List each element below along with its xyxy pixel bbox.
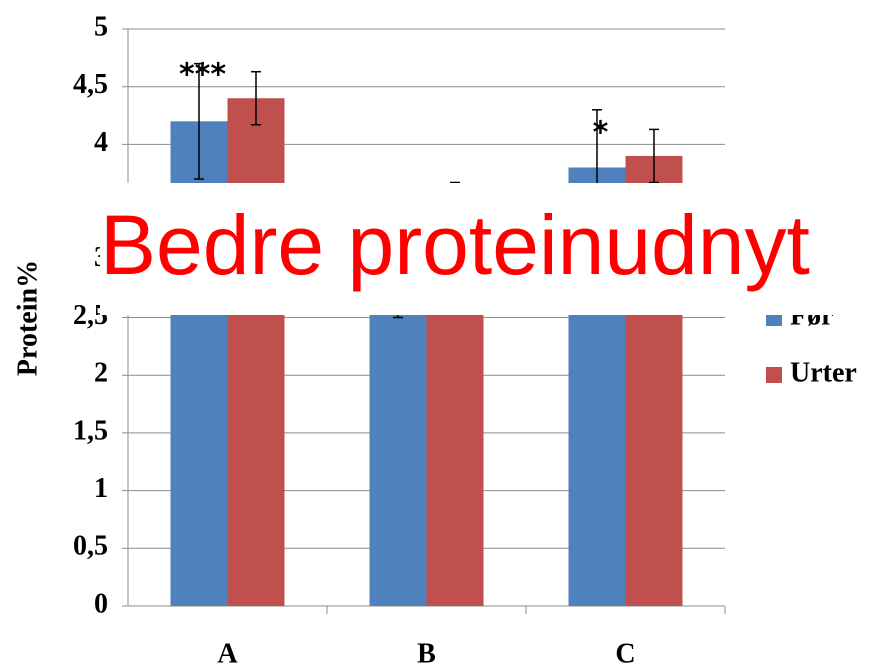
x-tick-label: C — [615, 638, 635, 669]
significance-label: * — [593, 115, 609, 150]
overlay-band — [100, 183, 879, 315]
legend-label: Urter — [790, 357, 857, 388]
significance-label: *** — [179, 58, 226, 93]
y-tick-label: 5 — [94, 11, 108, 42]
y-axis-label: Protein% — [12, 260, 43, 376]
y-tick-label: 0,5 — [73, 531, 108, 562]
y-tick-label: 1 — [94, 473, 108, 504]
x-tick-label: B — [417, 638, 436, 669]
bar — [227, 98, 285, 607]
y-tick-label: 4 — [94, 127, 108, 158]
overlay-text: Bedre proteinudnyt — [100, 198, 810, 292]
y-tick-label: 2 — [94, 358, 108, 389]
x-tick-label: A — [217, 638, 238, 669]
y-tick-label: 0 — [94, 588, 108, 619]
y-tick-label: 1,5 — [73, 415, 108, 446]
y-tick-label: 4,5 — [73, 69, 108, 100]
legend-swatch — [766, 367, 782, 383]
